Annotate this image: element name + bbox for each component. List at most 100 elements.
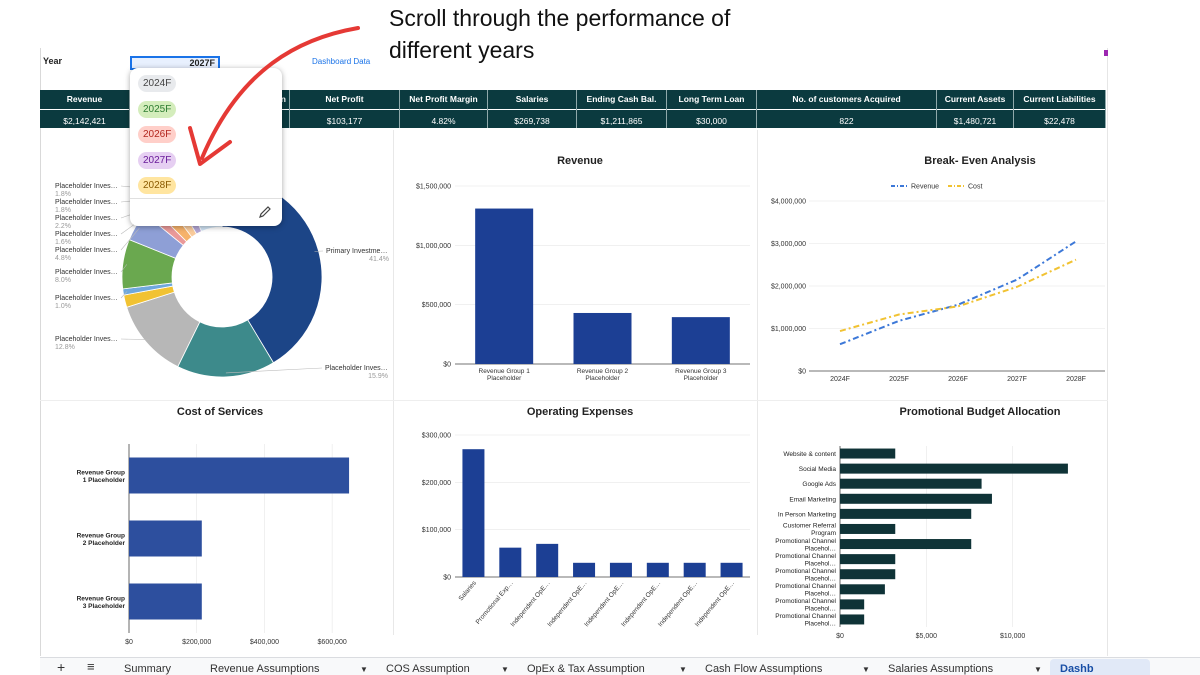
year-option[interactable]: 2024F xyxy=(138,75,177,92)
x-tick-label: Promotional Exp… xyxy=(475,580,515,626)
donut-leader-line xyxy=(120,227,140,251)
grid-line xyxy=(40,400,1108,401)
y-tick-label: Promotional Channel xyxy=(775,598,836,605)
donut-slice-label: Placeholder Inves… xyxy=(55,215,118,222)
x-tick-label: Revenue Group 3 xyxy=(675,368,727,375)
y-tick-label: $2,000,000 xyxy=(771,284,806,291)
revenue-bar-chart: $0 $500,000 $1,000,000 $1,500,000 Revenue Gr… xyxy=(416,184,750,382)
donut-slice-pct: 1.8% xyxy=(55,191,71,198)
all-sheets-menu-icon[interactable]: ≡ xyxy=(87,659,95,674)
kpi-value: $30,000 xyxy=(696,116,727,126)
bar xyxy=(840,493,992,504)
donut-slice-pct: 4.8% xyxy=(55,255,71,262)
x-tick-label: $10,000 xyxy=(1000,633,1025,640)
x-tick-label: Placeholder xyxy=(684,375,719,382)
opex-bar-chart: $0 $100,000 $200,000 $300,000 SalariesPromot… xyxy=(422,433,750,629)
y-tick-label: Promotional Channel xyxy=(775,613,836,620)
grid-line xyxy=(393,130,394,635)
kpi-label: Long Term Loan xyxy=(678,94,745,104)
donut-slice-label: Placeholder Inves… xyxy=(325,365,388,372)
bar xyxy=(573,312,632,364)
donut-slice-label: Placeholder Inves… xyxy=(55,199,118,206)
sheet-tab[interactable]: Cash Flow Assumptions xyxy=(705,663,823,675)
x-tick-label: $600,000 xyxy=(318,639,347,646)
y-tick-label: $300,000 xyxy=(422,433,451,440)
tab-menu-chevron-icon[interactable]: ▼ xyxy=(679,665,687,674)
y-tick-label: $0 xyxy=(443,362,451,369)
bar xyxy=(609,562,632,577)
year-option[interactable]: 2027F xyxy=(138,151,177,169)
y-tick-label: $100,000 xyxy=(422,527,451,534)
donut-slice-pct: 1.8% xyxy=(55,207,71,214)
y-tick-label: Program xyxy=(811,530,836,537)
pencil-icon[interactable] xyxy=(258,205,272,219)
y-tick-label: Revenue Group xyxy=(77,532,125,539)
annotation-text: Scroll through the performance of differ… xyxy=(389,2,769,66)
y-tick-label: Placehol… xyxy=(805,621,836,628)
bar xyxy=(129,583,202,620)
sheet-tab[interactable]: Salaries Assumptions xyxy=(888,663,994,675)
bar xyxy=(840,463,1068,474)
kpi-value: $2,142,421 xyxy=(63,116,106,126)
grid-line xyxy=(757,130,758,635)
kpi-value: 4.82% xyxy=(431,116,456,126)
x-tick-label: Independent OpE… xyxy=(546,580,588,629)
tab-menu-chevron-icon[interactable]: ▼ xyxy=(1034,665,1042,674)
x-tick-label: Placeholder xyxy=(487,375,522,382)
y-tick-label: $0 xyxy=(443,575,451,582)
collaborator-cursor xyxy=(1104,50,1108,56)
dashboard-data-link[interactable]: Dashboard Data xyxy=(312,57,371,66)
x-tick-label: Independent OpE… xyxy=(509,580,551,629)
bar xyxy=(646,562,669,577)
x-tick-label: 2025F xyxy=(889,376,909,383)
kpi-value: $269,738 xyxy=(514,116,550,126)
y-tick-label: $500,000 xyxy=(422,302,451,309)
year-option[interactable]: 2025F xyxy=(138,100,177,118)
year-option[interactable]: 2028F xyxy=(138,177,177,194)
sheet-tab[interactable]: Summary xyxy=(124,663,172,675)
donut-slice-pct: 8.0% xyxy=(55,277,71,284)
sheet-tab[interactable]: OpEx & Tax Assumption xyxy=(527,663,645,675)
donut-leader-line xyxy=(120,338,150,340)
donut-slice-pct: 1.6% xyxy=(55,239,71,246)
donut-slice-label: Placeholder Inves… xyxy=(55,295,118,302)
kpi-value: $22,478 xyxy=(1044,116,1075,126)
bar xyxy=(475,208,534,364)
breakeven-line-chart: $0 $1,000,000 $2,000,000 $3,000,000 $4,000,0… xyxy=(771,184,1105,383)
bar xyxy=(840,569,896,580)
annotation-arrow-icon xyxy=(188,26,360,166)
bar xyxy=(840,523,896,534)
y-tick-label: Customer Referral xyxy=(783,523,837,530)
tab-menu-chevron-icon[interactable]: ▼ xyxy=(501,665,509,674)
donut-leader-line xyxy=(120,264,128,273)
y-tick-label: 1 Placeholder xyxy=(83,477,126,484)
donut-slice-label: Placeholder Inves… xyxy=(55,247,118,254)
x-tick-label: Revenue Group 1 xyxy=(479,368,531,375)
bar xyxy=(840,448,896,459)
y-tick-label: $1,500,000 xyxy=(416,184,451,191)
tab-menu-chevron-icon[interactable]: ▼ xyxy=(360,665,368,674)
bar xyxy=(683,562,706,577)
kpi-cell: Salaries $269,738 xyxy=(488,90,577,128)
promo-chart-title: Promotional Budget Allocation xyxy=(899,406,1061,418)
sheet-tab[interactable]: COS Assumption xyxy=(386,663,470,675)
x-tick-label: Independent OpE… xyxy=(620,580,662,629)
sheet-tab[interactable]: Revenue Assumptions xyxy=(210,663,320,675)
y-tick-label: Placehol… xyxy=(805,545,836,552)
y-tick-label: In Person Marketing xyxy=(778,511,837,518)
kpi-cell: Ending Cash Bal. $1,211,865 xyxy=(577,90,667,128)
year-option[interactable]: 2026F xyxy=(138,126,177,143)
year-label: Year xyxy=(43,56,63,66)
y-tick-label: Revenue Group xyxy=(77,595,125,602)
x-tick-label: $0 xyxy=(125,639,133,646)
sheet-tab[interactable]: Dashb xyxy=(1060,663,1094,675)
donut-leader-line xyxy=(225,367,323,374)
revenue-chart-title: Revenue xyxy=(557,155,603,167)
add-sheet-icon[interactable]: + xyxy=(57,659,66,675)
annotation-line-2: different years xyxy=(389,37,535,63)
tab-menu-chevron-icon[interactable]: ▼ xyxy=(862,665,870,674)
bar xyxy=(499,547,522,577)
active-tab-highlight xyxy=(1050,659,1150,675)
kpi-value: $1,211,865 xyxy=(600,116,643,126)
